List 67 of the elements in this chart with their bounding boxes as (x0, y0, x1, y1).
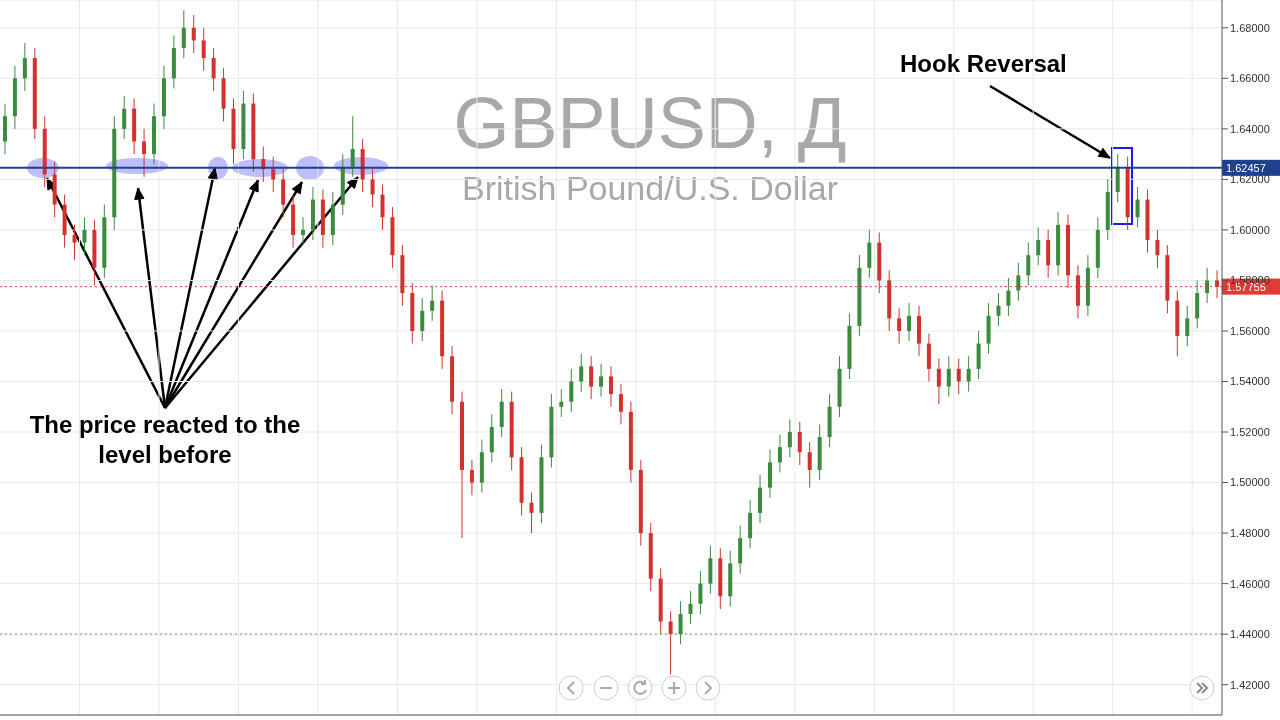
ref-line-label: 1.62457 (1226, 161, 1266, 174)
y-tick-label: 1.66000 (1230, 72, 1270, 85)
candlestick (1185, 305, 1190, 347)
candlestick (72, 224, 77, 261)
candlestick (589, 355, 594, 400)
y-tick-label: 1.56000 (1230, 324, 1270, 337)
candlestick (22, 42, 27, 92)
candlestick (936, 358, 941, 405)
candlestick (897, 307, 902, 345)
candlestick (579, 353, 584, 393)
candlestick (1036, 226, 1041, 266)
candlestick (668, 610, 673, 676)
candlestick (618, 383, 623, 425)
candlestick (996, 292, 1001, 327)
candlestick (1026, 242, 1031, 286)
y-tick-label: 1.46000 (1230, 577, 1270, 590)
candlestick (469, 459, 474, 496)
candlestick (380, 183, 385, 231)
candlestick (956, 358, 961, 395)
candlestick (1006, 277, 1011, 317)
candlestick (946, 355, 951, 398)
candlestick (529, 492, 534, 534)
text: GBPUSD, Д (452, 82, 848, 165)
y-tick-label: 1.42000 (1230, 678, 1270, 691)
candlestick (1135, 186, 1140, 228)
candlestick (122, 95, 127, 140)
candlestick (797, 421, 802, 466)
text: British Pound/U.S. Dollar (460, 168, 839, 209)
y-tick-label: 1.68000 (1230, 21, 1270, 34)
candlestick (350, 115, 355, 178)
candlestick (1155, 229, 1160, 269)
candlestick (370, 168, 375, 208)
candlestick (420, 297, 425, 342)
annotation: Hook Reversal (900, 50, 1067, 78)
candlestick (191, 14, 196, 54)
candlestick (211, 47, 216, 92)
candlestick (1016, 262, 1021, 302)
y-tick-label: 1.52000 (1230, 425, 1270, 438)
candlestick (301, 216, 306, 246)
candlestick (181, 9, 186, 59)
candlestick (907, 302, 912, 342)
y-tick-label: 1.60000 (1230, 223, 1270, 236)
candlestick (82, 216, 87, 256)
annotation: The price reacted to the level before (28, 410, 302, 470)
candlestick (609, 365, 614, 408)
y-tick-label: 1.64000 (1230, 122, 1270, 135)
y-tick-label: 1.54000 (1230, 375, 1270, 388)
candlestick (430, 284, 435, 322)
candlestick (599, 363, 604, 398)
candlestick (569, 368, 574, 413)
y-tick-label: 1.50000 (1230, 476, 1270, 489)
y-tick-label: 1.44000 (1230, 628, 1270, 641)
y-tick-label: 1.62000 (1230, 173, 1270, 186)
candlestick (787, 418, 792, 458)
candlestick (678, 600, 683, 645)
candlestick (271, 156, 276, 193)
candlestick (201, 27, 206, 72)
candlestick (1215, 269, 1220, 299)
candlestick (698, 570, 703, 615)
candlestick (807, 441, 812, 489)
candlestick (142, 128, 147, 178)
y-tick-label: 1.48000 (1230, 527, 1270, 539)
candlestick (966, 355, 971, 393)
candlestick (559, 388, 564, 418)
candlestick (688, 590, 693, 625)
candlestick (777, 434, 782, 473)
candlestick (1205, 267, 1210, 304)
